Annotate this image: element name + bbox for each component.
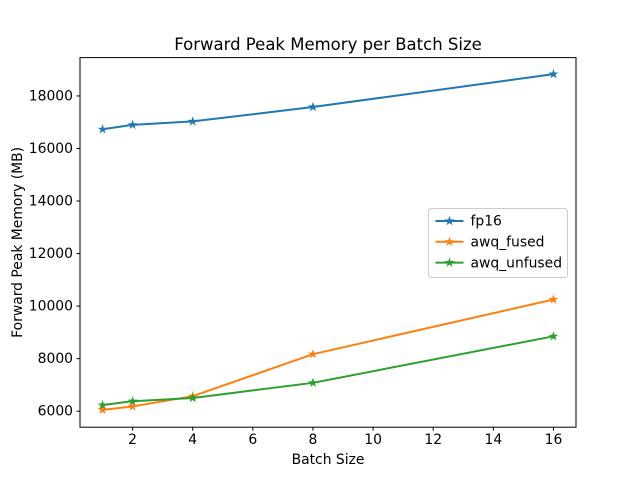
- series-marker-awq_fused: [548, 294, 559, 304]
- series-marker-awq_fused: [308, 348, 318, 359]
- series-marker-awq_unfused: [127, 395, 138, 406]
- x-tick-label: 4: [188, 432, 197, 448]
- chart-title: Forward Peak Memory per Batch Size: [174, 35, 482, 54]
- x-tick-label: 14: [484, 432, 502, 448]
- legend: fp16 awq_fused awq_unfused: [428, 208, 568, 278]
- x-tick-label: 2: [128, 432, 137, 448]
- y-tick-label: 8000: [38, 351, 73, 367]
- series-marker-awq_unfused: [548, 331, 559, 341]
- y-tick-label: 12000: [29, 246, 73, 262]
- legend-swatch-marker: [444, 236, 455, 247]
- series-marker-awq_fused: [97, 404, 108, 415]
- legend-entry-label: fp16: [471, 214, 502, 230]
- legend-swatch-marker: [444, 215, 455, 226]
- series-marker-fp16: [308, 101, 318, 112]
- x-tick-label: 16: [545, 432, 563, 448]
- plot-area-border: [79, 57, 577, 428]
- x-tick-label: 10: [364, 432, 382, 448]
- series-line-fp16: [101, 73, 555, 131]
- y-tick-label: 14000: [29, 193, 73, 209]
- x-tick-label: 8: [309, 432, 318, 448]
- legend-entry-label: awq_fused: [471, 235, 545, 251]
- y-axis-label: Forward Peak Memory (MB): [10, 147, 26, 338]
- y-tick-label: 16000: [29, 141, 73, 157]
- series-line-awq_unfused: [101, 335, 555, 407]
- series-marker-awq_unfused: [308, 377, 318, 388]
- x-tick-label: 12: [424, 432, 442, 448]
- y-tick-label: 18000: [29, 88, 73, 104]
- series-marker-fp16: [127, 119, 138, 130]
- series-marker-awq_unfused: [187, 392, 198, 403]
- data-series: [97, 68, 559, 415]
- series-marker-awq_unfused: [97, 399, 108, 410]
- axes-ticks: 2 4 6 8 10 12 14 16 6000 8000 10000 12000 14000 16000…: [29, 88, 563, 447]
- x-axis-label: Batch Size: [292, 452, 365, 468]
- series-marker-fp16: [187, 116, 198, 126]
- x-tick-label: 6: [248, 432, 257, 448]
- series-marker-fp16: [97, 124, 108, 134]
- legend-box: [428, 208, 568, 278]
- y-tick-label: 10000: [29, 299, 73, 315]
- series-marker-awq_fused: [127, 401, 138, 411]
- series-line-awq_fused: [101, 298, 555, 411]
- series-marker-fp16: [548, 68, 559, 79]
- y-tick-label: 6000: [38, 404, 73, 420]
- legend-swatch-marker: [444, 257, 455, 267]
- legend-entry-label: awq_unfused: [471, 255, 563, 271]
